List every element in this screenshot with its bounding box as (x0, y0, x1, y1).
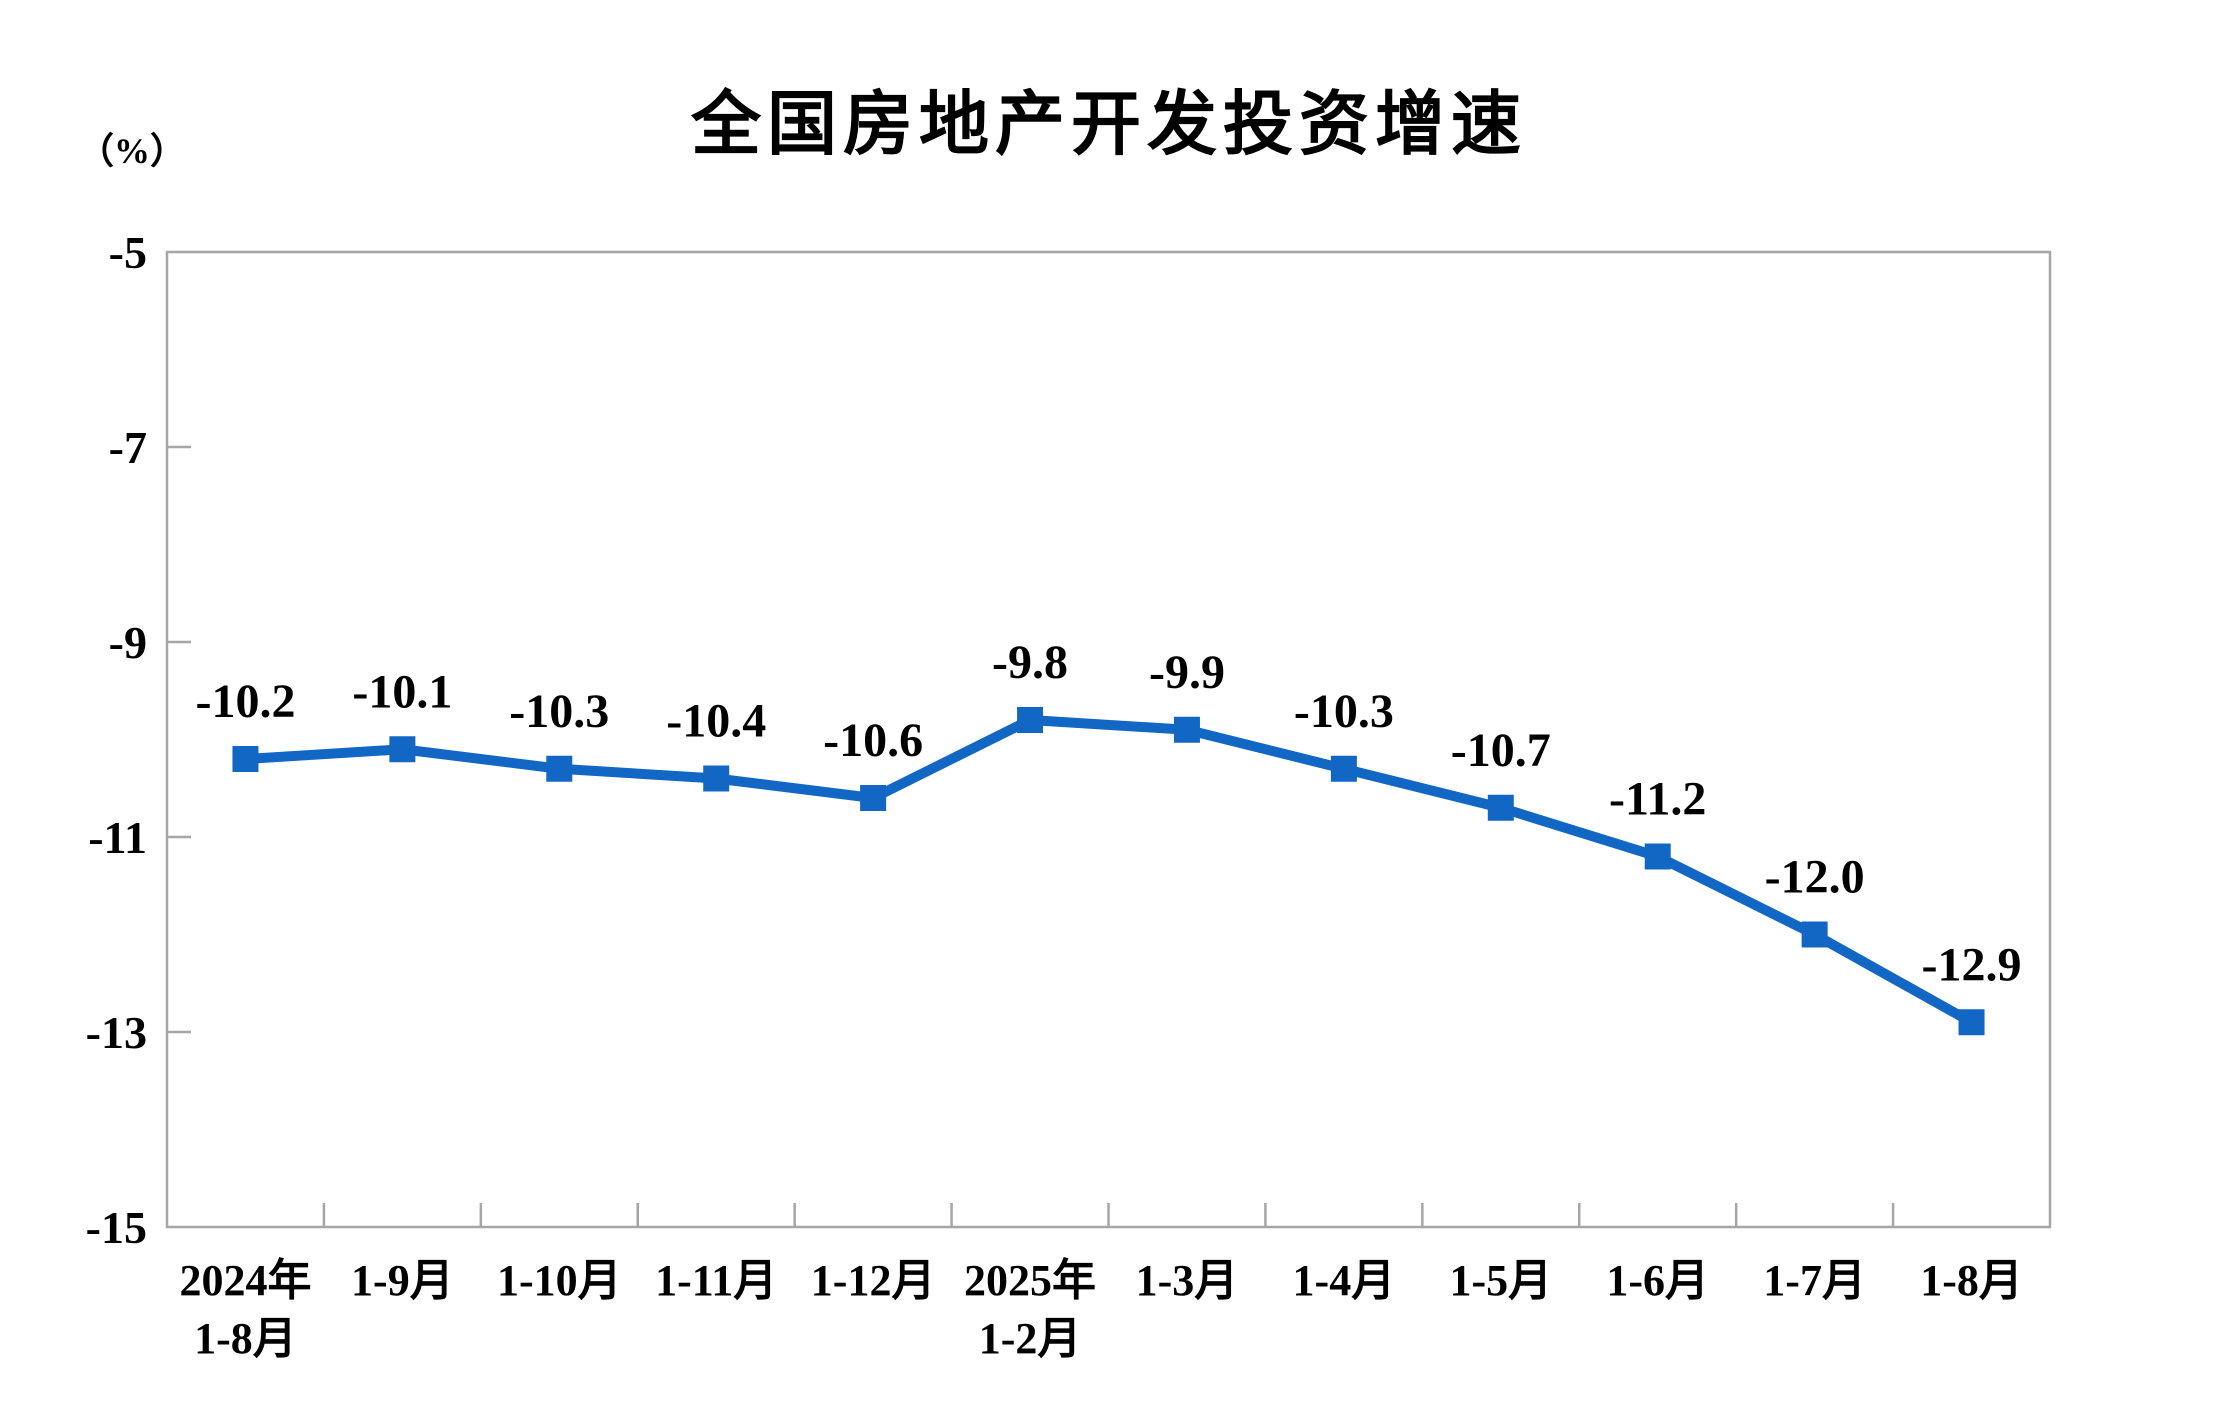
data-point-marker (1644, 843, 1671, 870)
labels-layer: -5 -7 -9 -11 -13 -15 2024年 1-8月 1-9月 1-10月 1-11月 1-… (86, 227, 2023, 1363)
data-point-label: -12.0 (1765, 851, 1865, 904)
data-point-label: -12.9 (1922, 938, 2022, 991)
y-axis-tick-label: -15 (86, 1202, 147, 1253)
data-point-marker (389, 736, 416, 763)
data-point-marker (860, 785, 887, 811)
data-point-label: -10.3 (509, 685, 609, 738)
y-axis-unit-label: （%） (78, 131, 187, 171)
y-axis-tick-label: -13 (86, 1007, 147, 1058)
data-point-marker (1173, 716, 1200, 743)
data-point-marker (1330, 755, 1357, 782)
x-axis-category-label: 1-11月 (655, 1256, 777, 1305)
y-axis-tick-label: -9 (109, 617, 147, 668)
data-point-label: -10.2 (195, 675, 295, 728)
data-line (240, 715, 1977, 1028)
data-point-label: -9.9 (1149, 646, 1225, 699)
x-axis-category-label: 1-6月 (1606, 1256, 1709, 1305)
axes-layer (165, 250, 2052, 1229)
data-point-marker (1801, 921, 1828, 948)
data-point-marker (1017, 707, 1044, 733)
data-point-label: -10.1 (352, 665, 452, 718)
data-series-layer (232, 707, 1985, 1036)
data-point-marker (546, 755, 573, 782)
data-point-label: -11.2 (1609, 773, 1706, 826)
plot-border (165, 250, 2052, 1229)
x-axis-category-label: 2025年 1-2月 (964, 1256, 1096, 1363)
y-axis-tick-label: -5 (109, 227, 147, 278)
x-axis-category-label: 1-9月 (351, 1256, 454, 1305)
x-axis-category-label: 1-5月 (1449, 1256, 1552, 1305)
x-axis-category-label: 1-7月 (1763, 1256, 1866, 1305)
chart-title: 全国房地产开发投资增速 (691, 85, 1527, 163)
data-point-marker (703, 765, 730, 792)
x-axis-category-label: 1-12月 (811, 1256, 936, 1305)
y-axis-tick-label: -7 (109, 422, 147, 473)
data-point-marker (1958, 1009, 1985, 1036)
x-axis-category-label: 1-8月 (1920, 1256, 2023, 1305)
data-point-label: -10.4 (666, 695, 766, 748)
data-point-label: -10.3 (1294, 685, 1394, 738)
data-point-marker (232, 746, 259, 772)
x-axis-category-label: 1-4月 (1293, 1256, 1396, 1305)
x-axis-category-label: 2024年 1-8月 (179, 1256, 311, 1363)
data-point-label: -10.6 (823, 714, 923, 767)
x-axis-category-label: 1-3月 (1136, 1256, 1239, 1305)
data-point-label: -10.7 (1451, 724, 1551, 777)
x-axis-category-label: 1-10月 (497, 1256, 622, 1305)
data-point-label: -9.8 (992, 636, 1068, 689)
data-point-marker (1487, 794, 1514, 821)
y-axis-tick-label: -11 (88, 812, 147, 863)
